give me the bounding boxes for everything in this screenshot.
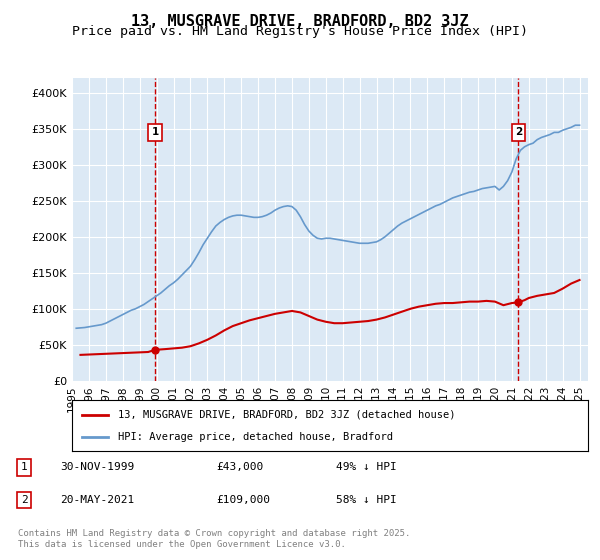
Text: 2: 2 [515, 127, 522, 137]
Text: 30-NOV-1999: 30-NOV-1999 [60, 463, 134, 473]
Text: 1: 1 [20, 463, 28, 473]
Text: 13, MUSGRAVE DRIVE, BRADFORD, BD2 3JZ: 13, MUSGRAVE DRIVE, BRADFORD, BD2 3JZ [131, 14, 469, 29]
Text: Contains HM Land Registry data © Crown copyright and database right 2025.
This d: Contains HM Land Registry data © Crown c… [18, 529, 410, 549]
Text: 49% ↓ HPI: 49% ↓ HPI [336, 463, 397, 473]
Text: 58% ↓ HPI: 58% ↓ HPI [336, 495, 397, 505]
Text: HPI: Average price, detached house, Bradford: HPI: Average price, detached house, Brad… [118, 432, 394, 442]
Text: 20-MAY-2021: 20-MAY-2021 [60, 495, 134, 505]
Text: £43,000: £43,000 [216, 463, 263, 473]
Text: 13, MUSGRAVE DRIVE, BRADFORD, BD2 3JZ (detached house): 13, MUSGRAVE DRIVE, BRADFORD, BD2 3JZ (d… [118, 409, 456, 419]
Text: Price paid vs. HM Land Registry's House Price Index (HPI): Price paid vs. HM Land Registry's House … [72, 25, 528, 38]
Text: £109,000: £109,000 [216, 495, 270, 505]
Text: 1: 1 [152, 127, 159, 137]
Text: 2: 2 [20, 495, 28, 505]
